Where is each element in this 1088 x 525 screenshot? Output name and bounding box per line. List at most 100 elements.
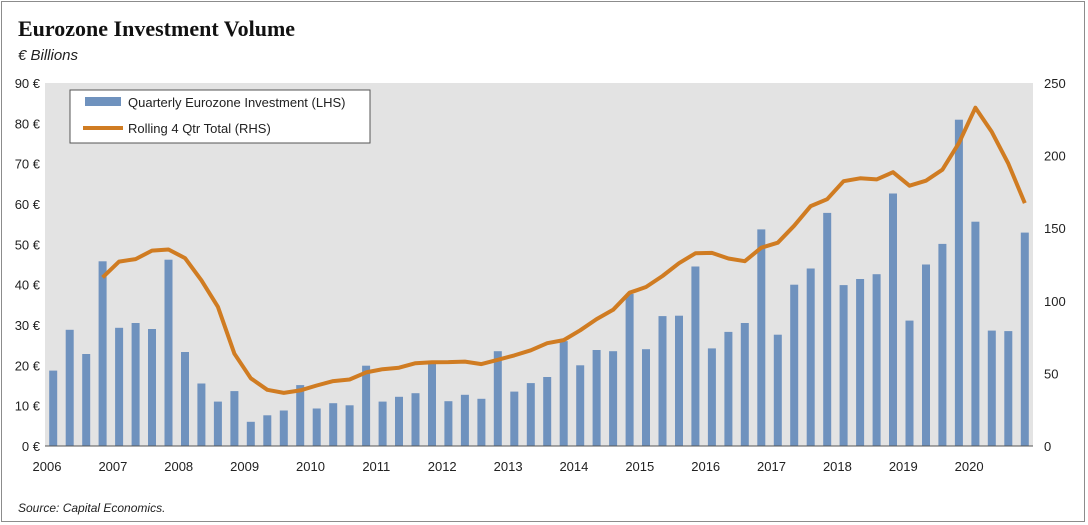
x-tick-label: 2014 [559,459,588,474]
bar [790,284,799,446]
bar [296,385,305,446]
x-tick-label: 2012 [428,459,457,474]
bar [938,243,947,446]
y-left-tick-label: 30 € [15,318,41,333]
bar [362,365,371,446]
bar [493,351,502,446]
bar [395,396,403,446]
bar [181,352,189,446]
bar [642,349,650,446]
bar [922,264,930,446]
x-tick-label: 2008 [164,459,193,474]
bar [164,259,173,446]
bar [148,329,156,446]
bar [279,410,288,446]
bar [576,365,585,446]
bar [65,329,74,446]
bar [1020,232,1029,446]
bar [856,279,865,446]
y-left-tick-label: 0 € [22,439,41,454]
y-right-tick-label: 250 [1044,76,1066,91]
x-tick-label: 2017 [757,459,786,474]
chart-subtitle: € Billions [18,47,79,64]
x-tick-label: 2016 [691,459,720,474]
bar [428,361,436,446]
bar [823,212,832,446]
y-left-tick-label: 50 € [15,237,41,252]
bar [329,403,338,446]
x-tick-label: 2018 [823,459,852,474]
x-tick-label: 2006 [33,459,62,474]
bar [98,261,107,446]
bar [889,193,897,446]
bar [757,229,766,446]
bar [82,354,91,446]
y-axis-left: 0 € 10 € 20 € 30 € 40 € 50 € 60 € 70 € 80 € 90 € [15,76,41,454]
bar [675,315,683,446]
bar [707,348,716,446]
x-axis-labels: 2006 2007 2008 2009 2010 2011 2012 2013 2014 2015… [33,459,984,474]
y-left-tick-label: 10 € [15,399,41,414]
bar [197,383,206,446]
bar [213,401,222,446]
bar [444,401,453,446]
bar [806,268,815,446]
bar [905,320,914,446]
y-right-tick-label: 100 [1044,294,1066,309]
bar [115,327,124,446]
bar [954,119,963,446]
bar [131,323,140,446]
bar [839,285,848,446]
legend-line-label: Rolling 4 Qtr Total (RHS) [128,121,271,136]
bar [987,330,996,446]
bar [246,421,255,446]
y-left-tick-label: 90 € [15,76,41,91]
x-tick-label: 2019 [889,459,918,474]
y-right-tick-label: 150 [1044,221,1066,236]
x-tick-label: 2007 [98,459,127,474]
bar [543,377,552,446]
bar [411,393,420,446]
bar [1004,331,1013,446]
y-left-tick-label: 20 € [15,358,41,373]
y-right-tick-label: 50 [1044,366,1058,381]
bar [625,293,634,446]
y-left-tick-label: 80 € [15,116,41,131]
x-tick-label: 2020 [955,459,984,474]
bar [510,391,519,446]
bar [559,341,568,446]
chart-title: Eurozone Investment Volume [18,16,296,41]
legend-bar-swatch [85,97,121,106]
bar [263,415,272,446]
bar [724,331,733,446]
bar [691,266,700,446]
legend-bar-label: Quarterly Eurozone Investment (LHS) [128,95,345,110]
bar [773,334,782,446]
bar [312,408,321,446]
bar-series [49,119,1029,446]
x-tick-label: 2013 [494,459,523,474]
bar [526,383,535,446]
x-tick-label: 2010 [296,459,325,474]
bar [230,391,239,446]
bar [592,350,601,446]
y-left-tick-label: 70 € [15,157,41,172]
x-tick-label: 2011 [362,459,390,474]
line-series [101,105,1027,395]
bar [740,323,749,446]
y-left-tick-label: 40 € [15,278,41,293]
bar [872,274,881,446]
legend: Quarterly Eurozone Investment (LHS) Roll… [69,89,371,144]
bar [378,401,387,446]
bar [609,351,618,446]
y-right-tick-label: 0 [1044,439,1051,454]
y-left-tick-label: 60 € [15,197,41,212]
x-tick-label: 2009 [230,459,259,474]
y-axis-right: 0 50 100 150 200 250 [1044,76,1066,454]
source-note: Source: Capital Economics. [18,501,166,515]
bar [49,370,58,446]
bar [460,394,469,446]
x-tick-label: 2015 [625,459,654,474]
